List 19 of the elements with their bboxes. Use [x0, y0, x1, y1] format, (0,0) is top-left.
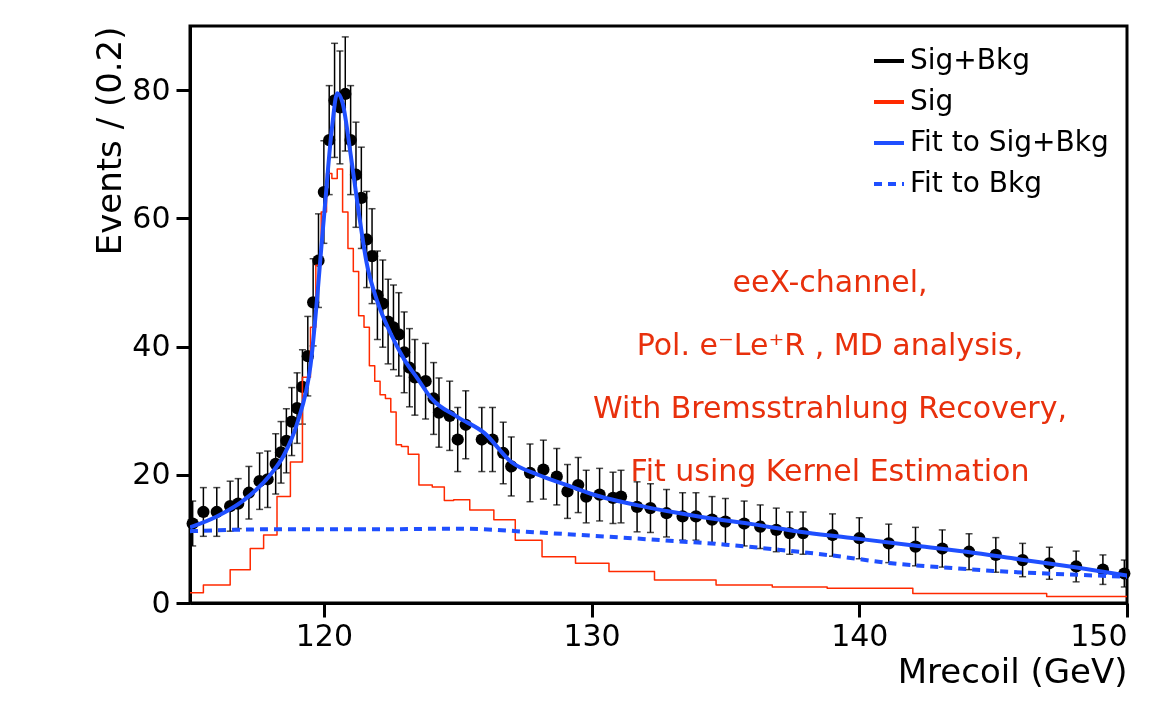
y-tick-label: 40	[132, 328, 171, 364]
x-tick-label: 140	[831, 617, 889, 653]
annotation: Fit using Kernel Estimation	[630, 453, 1030, 488]
y-axis-title: Events / (0.2)	[89, 26, 130, 256]
y-tick-label: 20	[132, 456, 171, 492]
legend-label: Sig+Bkg	[910, 43, 1030, 76]
annotation: eeX-channel,	[732, 264, 928, 299]
annotation: Pol. e⁻Le⁺R , MD analysis,	[636, 327, 1024, 362]
legend-label: Fit to Sig+Bkg	[910, 125, 1109, 158]
annotation: With Bremsstrahlung Recovery,	[593, 390, 1067, 425]
y-tick-label: 0	[151, 584, 171, 620]
legend-label: Sig	[910, 84, 954, 117]
y-tick-label: 80	[132, 71, 171, 107]
legend-label: Fit to Bkg	[910, 166, 1042, 199]
y-tick-label: 60	[132, 199, 171, 235]
x-tick-label: 120	[295, 617, 353, 653]
x-tick-label: 150	[1070, 617, 1128, 653]
x-tick-label: 130	[563, 617, 621, 653]
x-axis-title: Mrecoil (GeV)	[897, 650, 1128, 691]
